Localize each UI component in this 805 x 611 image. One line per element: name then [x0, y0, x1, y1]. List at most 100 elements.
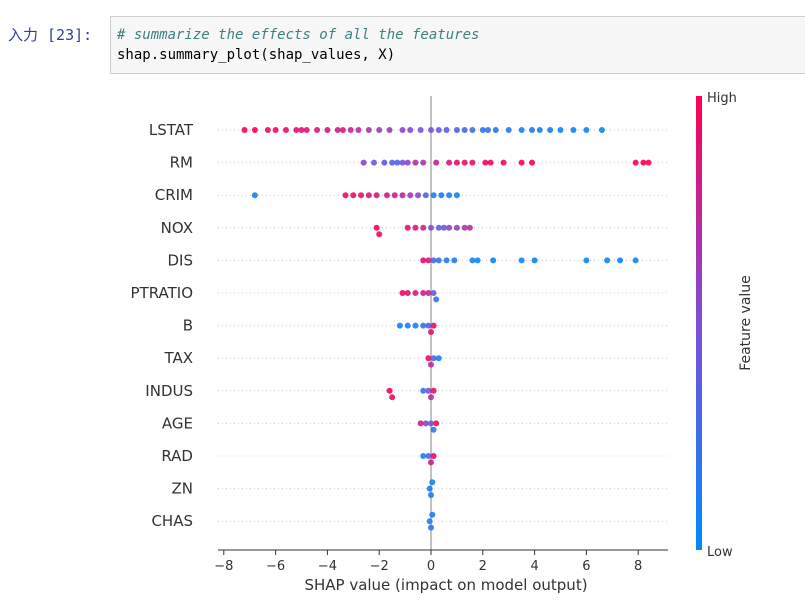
shap-point — [425, 257, 432, 264]
shap-point — [399, 159, 406, 166]
shap-point — [272, 127, 279, 133]
shap-point — [399, 192, 406, 199]
shap-point — [430, 387, 437, 394]
shap-point — [430, 355, 437, 362]
shap-point — [355, 127, 362, 133]
feature-label: ZN — [172, 480, 194, 498]
colorbar-high-label: High — [707, 91, 737, 106]
shap-point — [430, 192, 437, 199]
shap-point — [404, 290, 411, 296]
shap-point — [570, 127, 577, 133]
shap-point — [420, 257, 427, 264]
feature-label: RAD — [161, 447, 193, 465]
shap-point — [391, 192, 398, 199]
shap-point — [420, 453, 427, 459]
shap-point — [428, 524, 434, 531]
shap-point — [645, 159, 652, 166]
shap-point — [443, 127, 450, 133]
shap-point — [365, 127, 372, 133]
shap-point — [404, 224, 411, 231]
shap-point — [360, 159, 367, 166]
shap-point — [264, 127, 271, 133]
shap-point — [386, 387, 393, 394]
shap-point — [433, 159, 440, 166]
feature-label: NOX — [161, 219, 193, 237]
shap-point — [428, 224, 434, 231]
shap-point — [386, 127, 393, 133]
x-axis-label: SHAP value (impact on model output) — [304, 576, 587, 594]
feature-label: PTRATIO — [130, 284, 193, 302]
shap-point — [430, 322, 437, 329]
code-cell[interactable]: # summarize the effects of all the featu… — [110, 16, 805, 74]
shap-point — [443, 257, 450, 264]
shap-point — [422, 192, 429, 199]
shap-point — [314, 127, 321, 133]
shap-point — [389, 394, 396, 401]
x-tick-label: −2 — [370, 559, 389, 574]
shap-point — [435, 127, 442, 133]
shap-point — [425, 290, 432, 296]
shap-point — [435, 355, 442, 362]
shap-point — [518, 159, 525, 166]
x-tick-label: 0 — [427, 559, 435, 574]
shap-point — [373, 192, 380, 199]
shap-point — [529, 159, 536, 166]
shap-point — [484, 127, 491, 133]
shap-point — [505, 127, 512, 133]
shap-point — [324, 127, 331, 133]
shap-point — [433, 420, 440, 427]
feature-label: CRIM — [155, 186, 193, 204]
shap-point — [425, 355, 432, 362]
shap-point — [632, 257, 639, 264]
shap-point — [282, 127, 289, 133]
shap-point — [479, 127, 486, 133]
shap-point — [358, 192, 365, 199]
shap-point — [492, 127, 499, 133]
shap-point — [251, 192, 258, 199]
shap-point — [420, 290, 427, 296]
shap-point — [425, 387, 432, 394]
colorbar-low-label: Low — [707, 545, 733, 560]
shap-point — [412, 290, 419, 296]
shap-point — [428, 394, 434, 401]
shap-point — [490, 257, 497, 264]
shap-point — [428, 361, 434, 368]
shap-point — [412, 224, 419, 231]
code-line: shap.summary_plot(shap_values, X) — [117, 47, 396, 63]
shap-point — [251, 127, 258, 133]
shap-point — [435, 257, 442, 264]
shap-point — [433, 296, 440, 303]
shap-point — [531, 257, 538, 264]
shap-point — [350, 192, 357, 199]
shap-point — [446, 224, 453, 231]
shap-point — [428, 329, 434, 335]
shap-point — [303, 127, 310, 133]
shap-summary-plot: LSTAT RM CRIM NOX DIS PTRATIO B TAX INDUS AGE RAD Z… — [130, 91, 754, 594]
shap-point — [371, 159, 378, 166]
feature-label: B — [183, 317, 193, 335]
shap-point — [617, 257, 624, 264]
shap-point — [399, 127, 406, 133]
x-tick-label: −8 — [214, 559, 233, 574]
shap-point — [430, 453, 437, 459]
shap-point — [446, 159, 453, 166]
shap-point — [376, 127, 383, 133]
shap-point — [381, 159, 388, 166]
shap-point — [425, 322, 432, 329]
code-comment-line: # summarize the effects of all the featu… — [117, 27, 480, 43]
shap-point — [293, 127, 300, 133]
shap-point — [347, 127, 354, 133]
shap-point — [428, 459, 434, 466]
shap-point — [422, 420, 429, 427]
shap-point — [518, 257, 525, 264]
shap-point — [420, 387, 427, 394]
cell-prompt: 入力 [23]: — [8, 26, 93, 44]
shap-point — [466, 224, 473, 231]
shap-point — [461, 127, 468, 133]
shap-point — [453, 224, 460, 231]
shap-point — [500, 159, 507, 166]
x-tick-label: −6 — [266, 559, 285, 574]
shap-point — [396, 322, 403, 329]
shap-point — [518, 127, 525, 133]
shap-point — [407, 127, 414, 133]
